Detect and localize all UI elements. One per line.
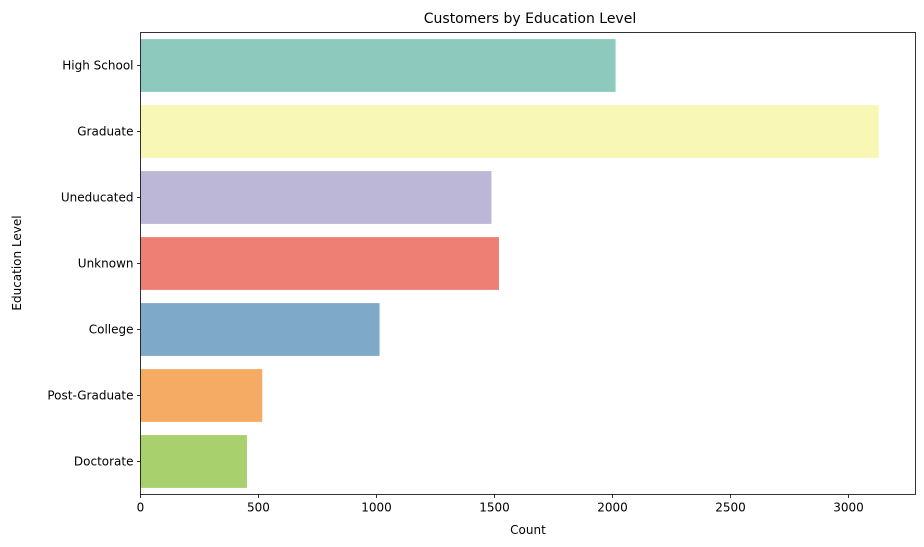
bar-graduate [140, 105, 879, 158]
bar-high-school [140, 39, 616, 92]
bar-post-graduate [140, 369, 263, 422]
bars-group [140, 39, 879, 488]
y-axis-ticks: High School Graduate Uneducated Unknown Coll… [47, 59, 141, 469]
y-tick-label: Unknown [78, 257, 134, 271]
chart-title: Customers by Education Level [424, 11, 636, 27]
x-axis-label: Count [510, 523, 546, 537]
y-tick-label: Post-Graduate [47, 389, 133, 403]
y-tick-label: College [89, 323, 134, 337]
x-axis-ticks: 0 500 1000 1500 2000 2500 3000 [137, 494, 864, 515]
y-tick-label: Graduate [77, 125, 133, 139]
y-tick-label: Doctorate [74, 455, 134, 469]
y-axis-label: Education Level [10, 215, 24, 310]
bar-unknown [140, 237, 499, 290]
x-tick-label: 1500 [479, 501, 510, 515]
bar-college [140, 303, 380, 356]
x-tick-label: 0 [137, 501, 145, 515]
bar-uneducated [140, 171, 492, 224]
x-tick-label: 500 [247, 501, 270, 515]
y-tick-label: Uneducated [61, 191, 134, 205]
bar-doctorate [140, 435, 247, 488]
x-tick-label: 3000 [833, 501, 864, 515]
y-tick-label: High School [62, 59, 133, 73]
x-tick-label: 1000 [361, 501, 392, 515]
x-tick-label: 2500 [715, 501, 746, 515]
x-tick-label: 2000 [597, 501, 628, 515]
